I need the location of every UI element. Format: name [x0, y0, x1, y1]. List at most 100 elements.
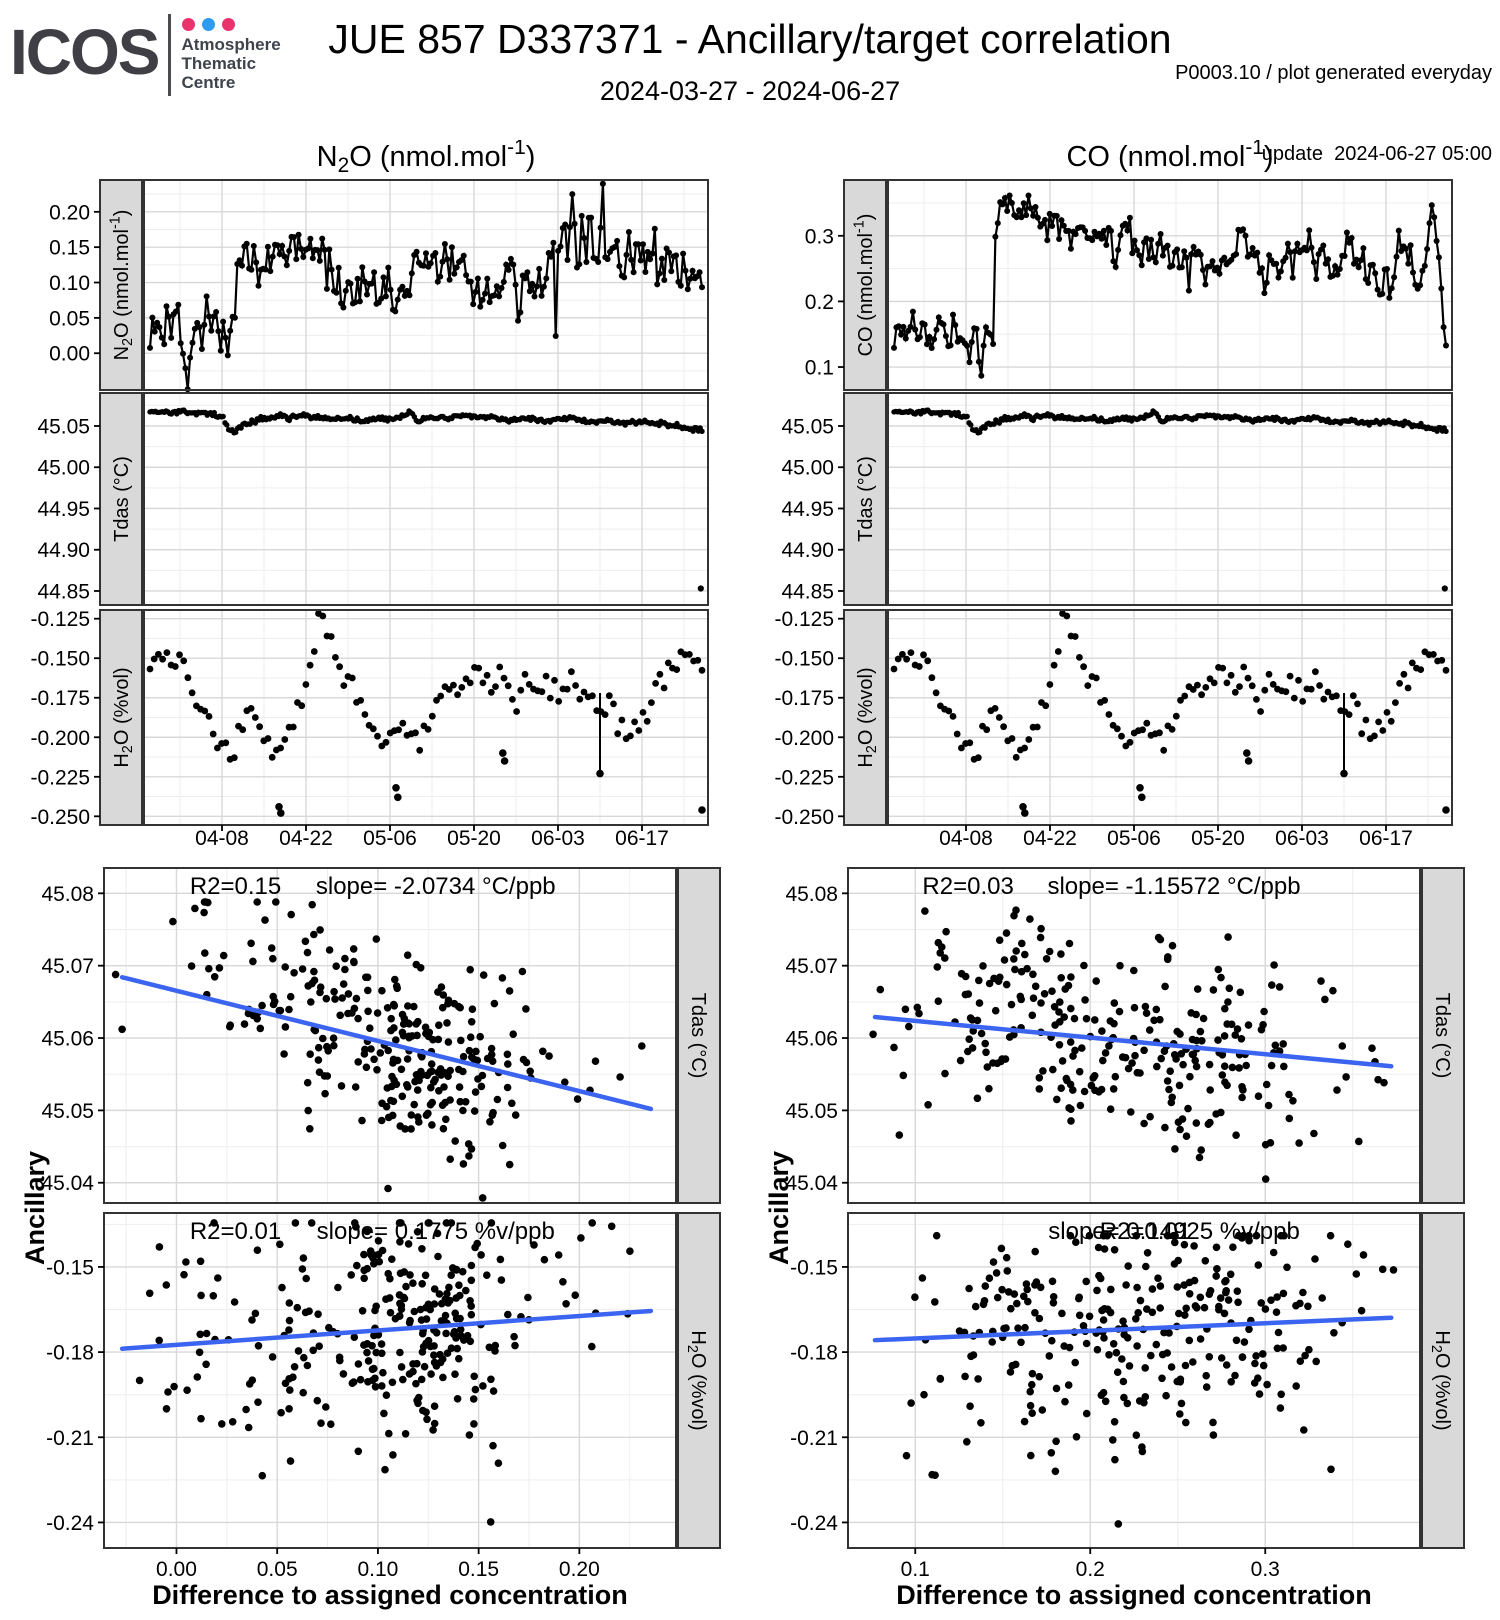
data-point: [1441, 585, 1448, 592]
data-point: [668, 268, 675, 275]
data-point: [413, 1228, 422, 1236]
data-point: [1320, 695, 1328, 703]
data-point: [1065, 939, 1074, 948]
data-point: [1257, 1299, 1265, 1307]
data-point: [1066, 1231, 1075, 1240]
data-point: [151, 328, 158, 335]
data-point: [511, 1111, 520, 1119]
data-point: [287, 910, 296, 919]
data-point: [995, 714, 1003, 721]
data-point: [250, 243, 257, 249]
data-point: [314, 1056, 323, 1064]
data-point: [455, 1083, 464, 1091]
data-point: [1327, 1465, 1335, 1474]
data-point: [354, 1447, 363, 1456]
data-point: [1026, 915, 1034, 923]
data-point: [325, 946, 334, 954]
data-point: [427, 1370, 435, 1378]
data-point: [1036, 933, 1045, 942]
data-point: [1081, 996, 1089, 1004]
data-point: [200, 908, 208, 917]
data-point: [367, 1045, 375, 1053]
data-point: [1156, 1282, 1165, 1290]
data-point: [374, 1331, 383, 1339]
data-point: [1216, 270, 1223, 277]
data-point: [1188, 1050, 1197, 1059]
r2-annotation: R2=0.03: [922, 873, 1013, 900]
data-point: [876, 985, 885, 994]
data-point: [1014, 1324, 1022, 1332]
data-point: [1053, 212, 1060, 219]
data-point: [1231, 688, 1239, 696]
data-point: [335, 264, 342, 271]
data-point: [505, 987, 514, 995]
data-point: [354, 275, 361, 282]
data-point: [1173, 1283, 1182, 1291]
data-point: [1037, 999, 1045, 1007]
data-point: [1148, 236, 1155, 243]
data-point: [903, 655, 910, 663]
data-point: [965, 1284, 973, 1293]
data-point: [1181, 1311, 1189, 1319]
data-point: [442, 1115, 450, 1124]
data-point: [1030, 212, 1037, 219]
data-point: [242, 1405, 250, 1414]
data-point: [1352, 1270, 1361, 1278]
data-point: [1095, 1088, 1103, 1096]
data-point: [196, 1257, 205, 1266]
data-point: [1375, 718, 1382, 726]
data-point: [610, 700, 617, 708]
data-point: [307, 235, 314, 242]
data-point: [319, 1034, 327, 1043]
data-point: [456, 1325, 465, 1334]
data-point: [512, 281, 519, 288]
data-point: [479, 679, 487, 687]
data-point: [1188, 251, 1195, 258]
data-point: [953, 730, 961, 738]
panel-border: [887, 609, 1453, 826]
data-point: [1431, 214, 1438, 221]
data-point: [486, 299, 493, 306]
data-point: [487, 1375, 495, 1384]
data-point: [382, 1102, 391, 1111]
data-point: [1039, 1067, 1047, 1075]
data-point: [639, 709, 647, 716]
data-point: [451, 1370, 459, 1378]
data-point: [309, 1346, 318, 1355]
data-point: [253, 1246, 262, 1254]
data-point: [1220, 1309, 1229, 1318]
data-point: [361, 1045, 369, 1054]
data-point: [203, 293, 210, 300]
data-point: [158, 334, 165, 341]
data-point: [1174, 246, 1181, 253]
data-point: [991, 705, 999, 712]
data-point: [201, 321, 208, 328]
data-point: [500, 757, 509, 765]
data-point: [1213, 1265, 1221, 1273]
data-point: [422, 1408, 430, 1416]
data-point: [1185, 287, 1192, 294]
data-point: [437, 983, 446, 991]
data-point: [1095, 1271, 1103, 1280]
data-point: [483, 1271, 491, 1279]
data-point: [1438, 656, 1446, 664]
data-point: [1334, 271, 1341, 278]
data-point: [258, 1471, 267, 1480]
data-point: [618, 716, 626, 724]
data-point: [1214, 965, 1223, 974]
data-point: [1010, 911, 1018, 920]
data-point: [1342, 1073, 1350, 1081]
data-point: [380, 1409, 388, 1418]
data-point: [1279, 1289, 1288, 1298]
data-point: [1209, 1418, 1217, 1427]
data-point: [1433, 238, 1440, 244]
data-point: [1212, 1110, 1220, 1118]
data-point: [1195, 1153, 1204, 1162]
data-point: [298, 1265, 307, 1273]
data-point: [354, 1360, 363, 1368]
data-point: [1426, 220, 1433, 227]
data-point: [313, 1396, 322, 1405]
data-point: [921, 321, 928, 328]
data-point: [353, 1261, 361, 1270]
data-point: [1143, 719, 1151, 727]
